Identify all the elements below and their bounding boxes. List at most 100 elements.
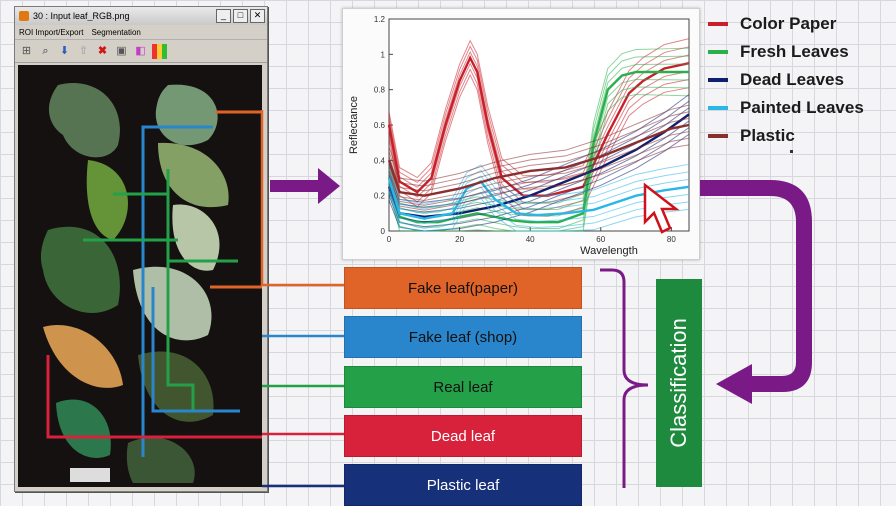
menu-segmentation[interactable]: Segmentation	[91, 27, 141, 37]
leaf-sample	[155, 84, 218, 146]
leaf-sample	[172, 204, 220, 271]
window-title: 30 : Input leaf_RGB.png	[33, 11, 130, 21]
legend-swatch	[708, 134, 728, 138]
leaf-sample	[56, 399, 111, 458]
x-tick-label: 0	[387, 235, 392, 244]
chart-legend: Color Paper Fresh Leaves Dead Leaves Pai…	[708, 10, 864, 150]
series-line	[388, 173, 690, 215]
series-line	[388, 131, 690, 202]
legend-label: Fresh Leaves	[740, 42, 849, 61]
y-tick-label: 0.8	[374, 86, 386, 95]
classification-box: Classification	[656, 279, 702, 487]
legend-label: Color Paper	[740, 14, 837, 33]
legend-item-painted-leaves: Painted Leaves	[708, 94, 864, 122]
legend-swatch	[708, 22, 728, 26]
series-line	[388, 182, 690, 225]
menu-roi-import-export[interactable]: ROI Import/Export	[19, 27, 84, 37]
close-button[interactable]: ✕	[250, 9, 265, 23]
y-tick-label: 0	[381, 227, 386, 236]
window-titlebar[interactable]: 30 : Input leaf_RGB.png _ □ ✕	[15, 7, 267, 25]
series-line	[387, 123, 690, 197]
maximize-button[interactable]: □	[233, 9, 248, 23]
legend-label: Plastic	[740, 126, 795, 145]
x-tick-label: 80	[667, 235, 676, 244]
label-card	[70, 468, 110, 482]
series-line	[388, 163, 690, 205]
leaf-image-canvas[interactable]	[18, 65, 262, 487]
leaf-sample	[43, 324, 123, 388]
move-up-icon[interactable]: ⇧	[78, 44, 89, 57]
series-line	[388, 111, 690, 187]
leaf-sample	[48, 83, 120, 158]
leaf-sample	[158, 142, 229, 208]
x-tick-label: 40	[526, 235, 535, 244]
legend-item-color-paper: Color Paper	[708, 10, 864, 38]
grid-icon[interactable]: ⊞	[21, 44, 32, 57]
legend-label: Dead Leaves	[740, 70, 844, 89]
annotation-arrow-red	[46, 355, 262, 439]
color-bars-icon[interactable]	[152, 43, 167, 59]
series-line	[388, 117, 690, 192]
series-line	[388, 38, 690, 179]
series-line	[387, 177, 690, 220]
annotation-arrow-blue	[141, 125, 213, 457]
class-box-dead-leaf: Dead leaf	[344, 415, 582, 457]
y-tick-label: 0.6	[374, 121, 386, 130]
series-line	[388, 120, 690, 223]
arrow-cursor-icon	[643, 182, 680, 234]
legend-swatch	[708, 106, 728, 110]
legend-item-plastic: Plastic	[708, 122, 864, 150]
y-tick-label: 1	[381, 50, 386, 59]
series-line	[388, 94, 690, 203]
delete-icon[interactable]: ✖	[97, 44, 108, 57]
series-line	[388, 169, 690, 210]
leaf-samples-image	[40, 83, 262, 483]
x-axis-label: Wavelength	[580, 245, 638, 257]
series-line	[388, 107, 690, 213]
image-window: 30 : Input leaf_RGB.png _ □ ✕ ROI Import…	[14, 6, 268, 492]
annotation-arrow-blue	[151, 287, 240, 413]
legend-item-dead-leaves: Dead Leaves	[708, 66, 864, 94]
class-box-fake-paper: Fake leaf(paper)	[344, 267, 582, 309]
series-line	[388, 68, 690, 210]
x-tick-label: 60	[596, 235, 605, 244]
class-label: Plastic leaf	[426, 476, 500, 494]
class-label: Real leaf	[433, 378, 493, 396]
flow-arrow-chart-to-classification	[700, 180, 812, 404]
reflectance-chart: 0 20 40 60 80 0 0.2 0.4 0.6 0.8 1 1.2 Wavelength Refl…	[342, 8, 700, 260]
y-tick-label: 0.2	[374, 192, 386, 201]
series-line	[388, 100, 690, 208]
class-box-fake-shop: Fake leaf (shop)	[344, 316, 582, 358]
fit-icon[interactable]: ▣	[116, 44, 127, 57]
class-box-real-leaf: Real leaf	[344, 366, 582, 408]
annotation-arrow-green	[166, 261, 195, 410]
legend-dot	[790, 150, 793, 153]
class-label: Fake leaf(paper)	[407, 279, 519, 297]
toolbar: ⊞ ⌕ ⬇ ⇧ ✖ ▣ ◧	[15, 40, 267, 63]
zoom-icon[interactable]: ⌕	[42, 44, 49, 57]
move-down-icon[interactable]: ⬇	[59, 44, 70, 57]
menubar: ROI Import/Export Segmentation	[15, 25, 267, 40]
minimize-button[interactable]: _	[216, 9, 231, 23]
palette-icon[interactable]: ◧	[135, 44, 146, 57]
y-tick-label: 1.2	[374, 15, 386, 24]
series-line	[388, 137, 690, 206]
class-label: Fake leaf (shop)	[408, 328, 518, 346]
y-tick-label: 0.4	[374, 156, 386, 165]
y-axis-label: Reflectance	[348, 96, 360, 154]
class-label: Dead leaf	[430, 427, 496, 445]
series-line	[388, 104, 690, 182]
leaf-sample	[138, 351, 214, 422]
leaf-sample	[40, 226, 120, 313]
x-tick-label: 20	[455, 235, 464, 244]
series-line	[388, 45, 690, 184]
series-line	[388, 144, 690, 211]
flow-arrow-to-chart	[270, 168, 340, 204]
connector-orange	[260, 110, 344, 287]
series-line	[388, 127, 690, 228]
legend-label: Painted Leaves	[740, 98, 864, 117]
legend-swatch	[708, 78, 728, 82]
series-line	[388, 186, 690, 229]
chart-svg: 0 20 40 60 80 0 0.2 0.4 0.6 0.8 1 1.2 Wavelength Refl…	[348, 15, 690, 257]
